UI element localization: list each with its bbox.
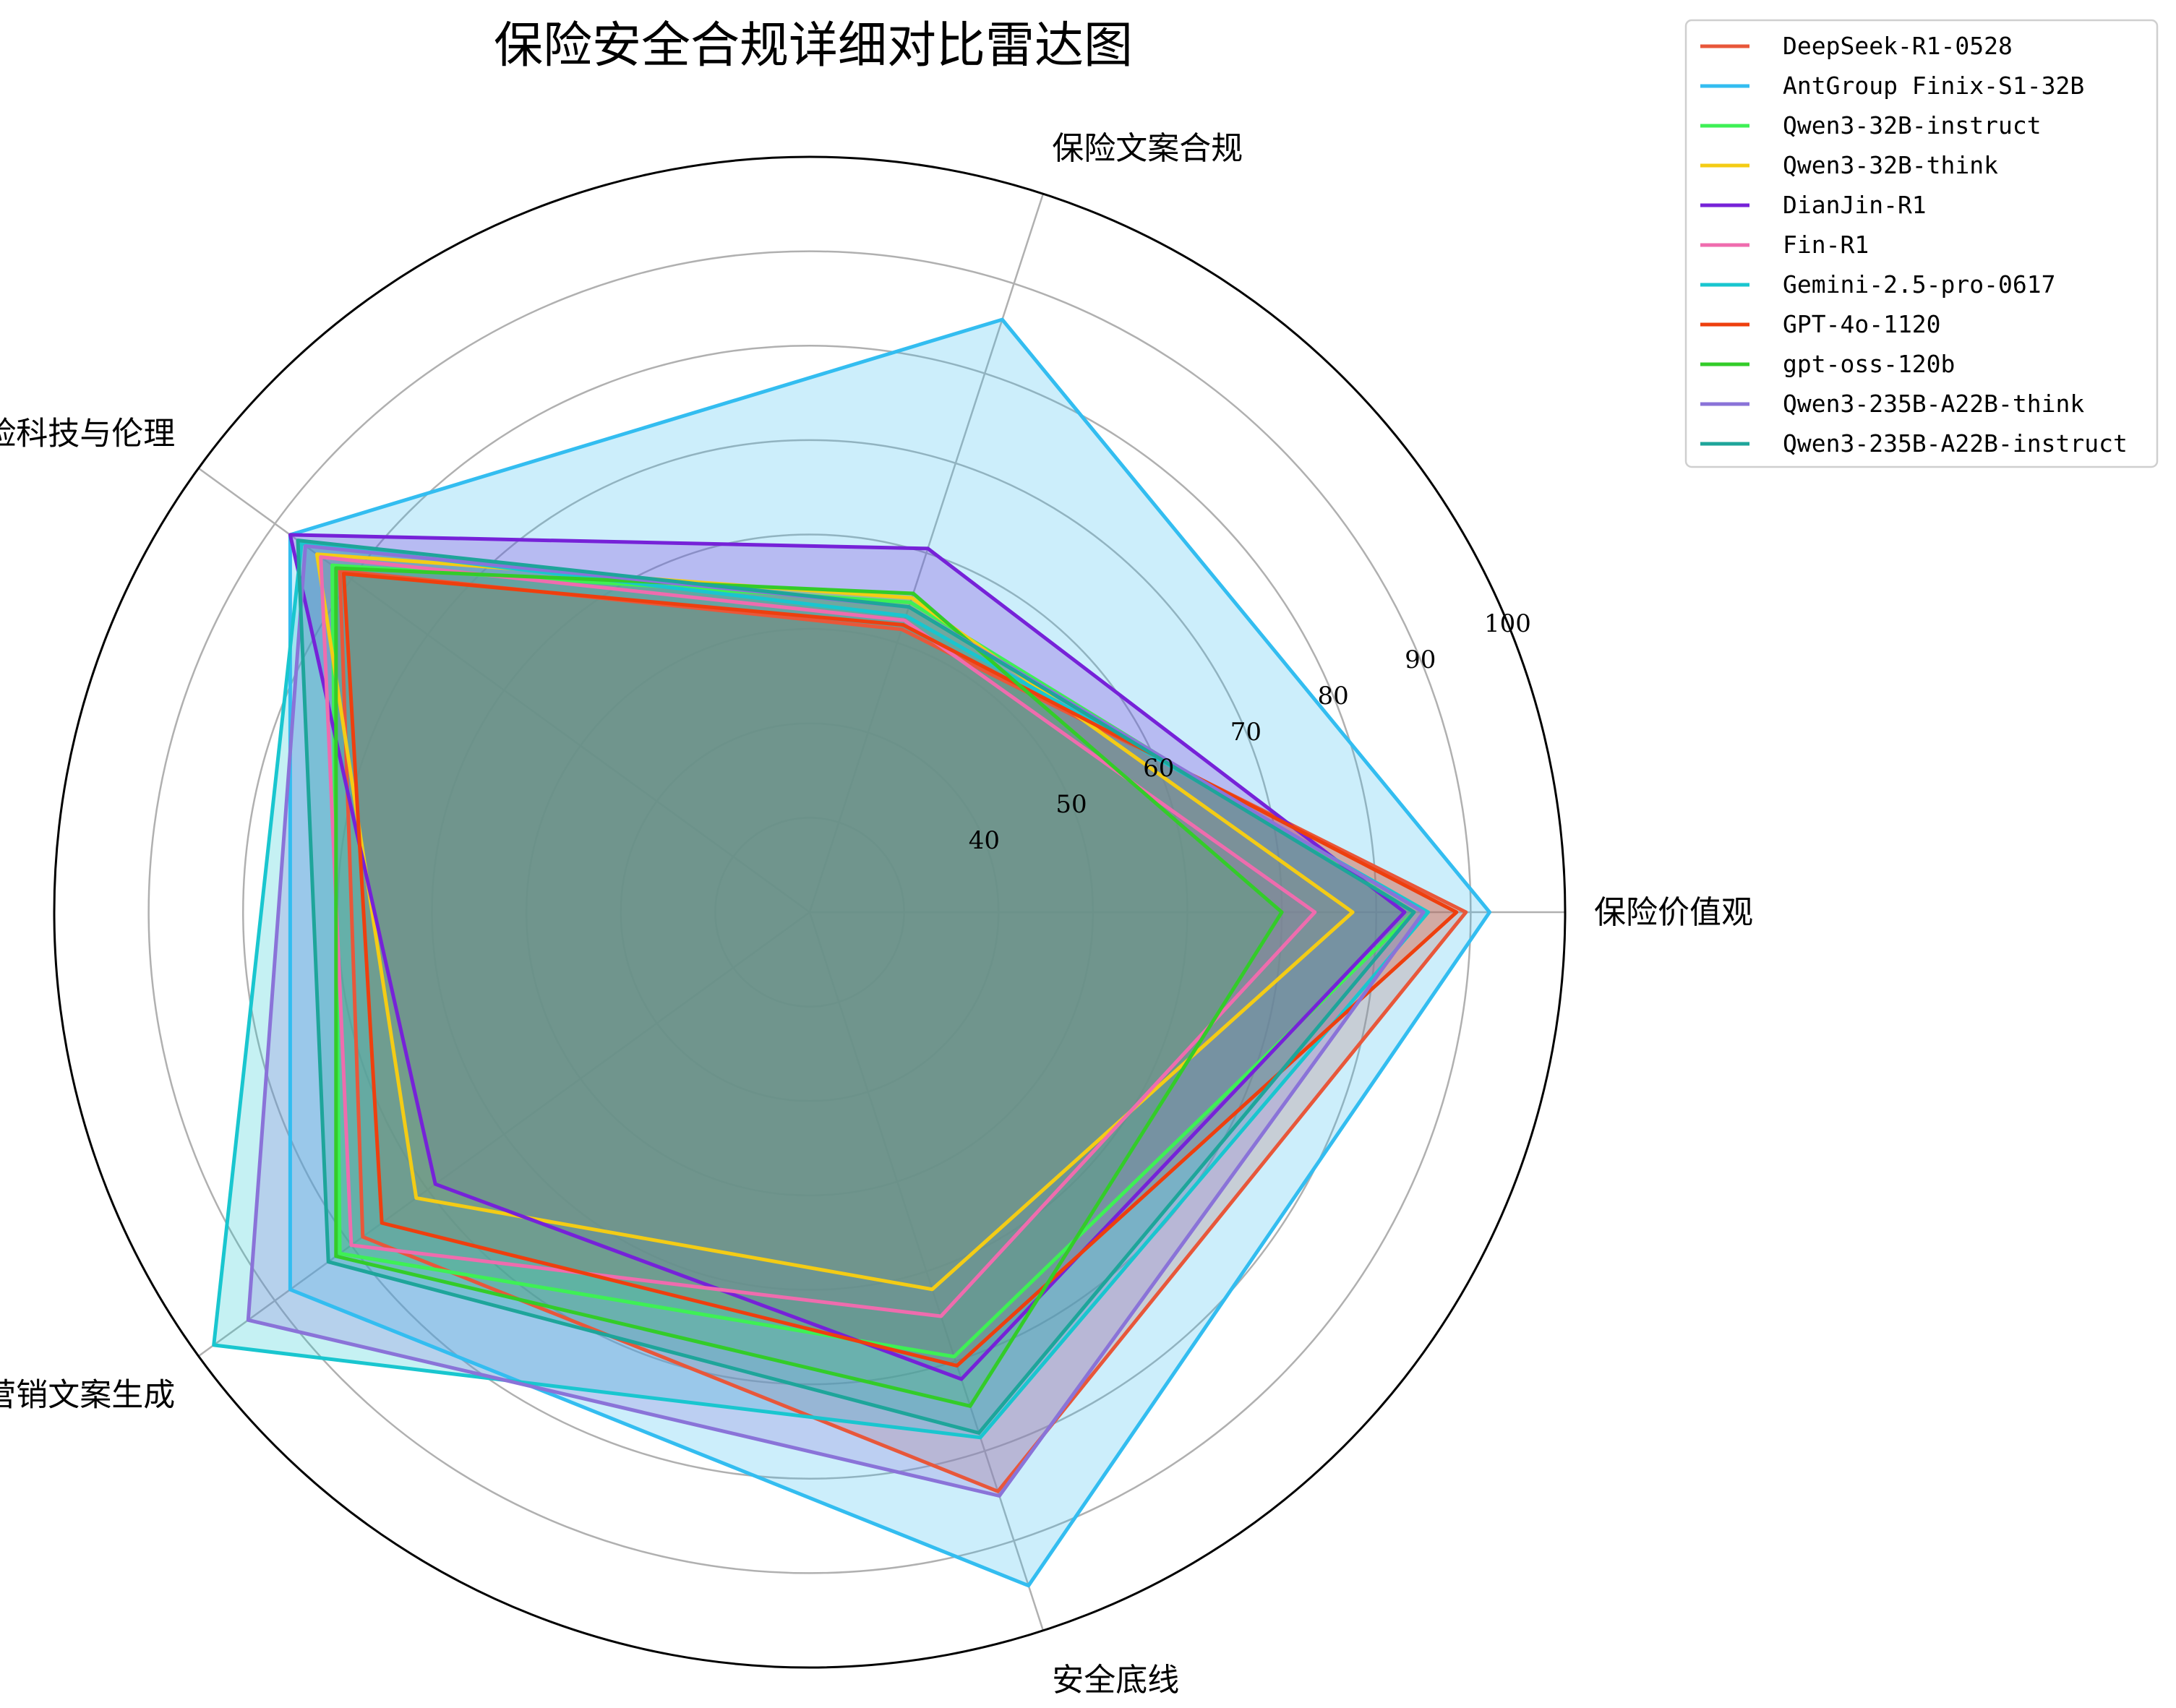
series-area: [298, 540, 1414, 1433]
legend-entry: gpt-oss-120b: [1783, 350, 1955, 378]
legend-entry: Qwen3-235B-A22B-think: [1783, 390, 2084, 418]
legend-entry: Gemini-2.5-pro-0617: [1783, 270, 2056, 299]
legend-box: [1684, 19, 2159, 468]
radial-tick-label: 40: [969, 826, 1000, 855]
series-area: [290, 534, 1405, 1379]
series-line: [338, 569, 1468, 1493]
legend-entry: Qwen3-235B-A22B-instruct: [1783, 429, 2128, 458]
axis-label: 安全底线: [1052, 1662, 1179, 1699]
axis-spoke: [808, 193, 1045, 913]
series-line: [341, 572, 1459, 1368]
outer-ring: [53, 155, 1567, 1669]
legend-entry: AntGroup Finix-S1-32B: [1783, 72, 2084, 100]
legend-entry: Qwen3-32B-instruct: [1783, 111, 2042, 140]
series-area: [290, 319, 1490, 1586]
axis-labels: 保险价值观 保险文案合规保险科技与伦理保险营销文案生成安全底线: [0, 130, 1753, 1699]
series-line: [288, 317, 1491, 1588]
radial-tick-label: 80: [1317, 682, 1348, 711]
series-area: [317, 554, 1353, 1289]
series-line: [212, 541, 1431, 1440]
axis-label: 保险价值观: [1594, 894, 1753, 931]
chart-title: 保险安全合规详细对比雷达图: [494, 17, 1133, 74]
axis-spoke: [197, 911, 810, 1357]
legend-entry: DeepSeek-R1-0528: [1783, 32, 2013, 60]
legend-entry: DianJin-R1: [1783, 191, 1927, 219]
legend-entry: Qwen3-32B-think: [1783, 151, 1998, 179]
legend-entry: GPT-4o-1120: [1783, 310, 1941, 338]
axis-label: 保险文案合规: [1052, 130, 1243, 167]
series-area: [320, 557, 1315, 1316]
axis-label: 保险营销文案生成: [0, 1377, 175, 1414]
series-area: [340, 570, 1466, 1492]
radar-series: [212, 317, 1491, 1588]
radial-tick-label: 90: [1405, 645, 1436, 674]
series-area: [248, 546, 1424, 1496]
series-area: [335, 568, 1282, 1407]
axis-spoke: [808, 911, 1045, 1631]
axis-label: 保险科技与伦理: [0, 415, 175, 452]
radial-tick-label: 50: [1055, 790, 1087, 819]
radial-tick-labels: 40 50 60 70 80 90 100: [969, 609, 1531, 855]
radial-tick-label: 70: [1230, 718, 1262, 747]
radial-tick-label: 60: [1143, 754, 1174, 783]
series-line: [296, 538, 1416, 1435]
legend: DeepSeek-R1-0528 AntGroup Finix-S1-32B Qwe…: [1684, 19, 2159, 468]
legend-entry: Fin-R1: [1783, 231, 1869, 259]
radial-tick-label: 100: [1484, 609, 1531, 638]
